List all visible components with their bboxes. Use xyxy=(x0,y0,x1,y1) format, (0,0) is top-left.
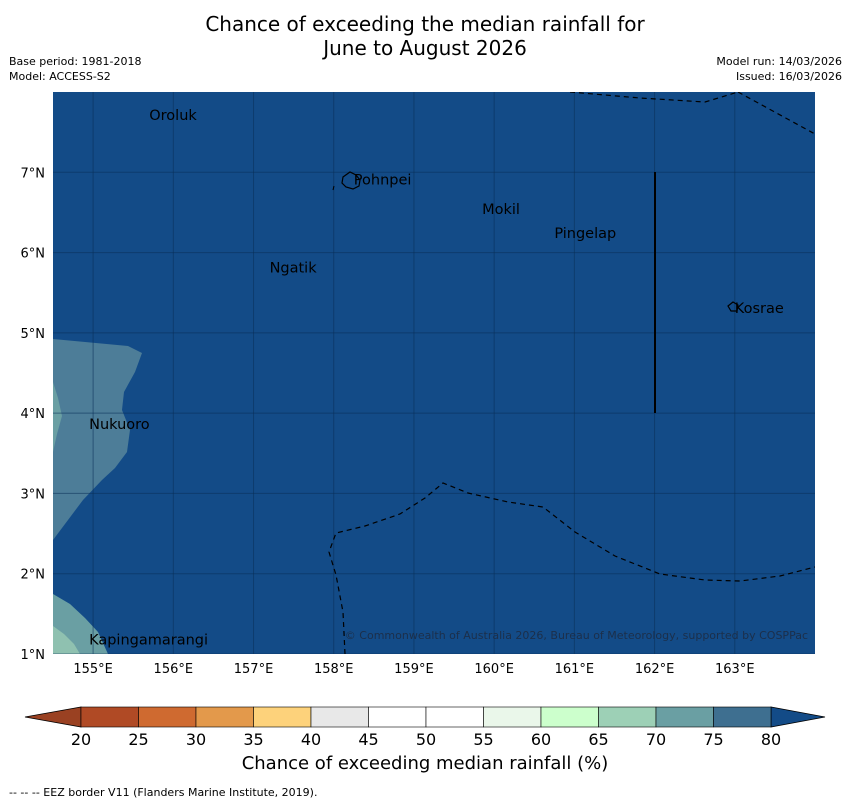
kosrae-island-outline xyxy=(727,301,739,312)
colorbar-tick-label: 35 xyxy=(243,730,263,749)
longitude-tick-label: 157°E xyxy=(234,662,274,677)
model-run-text: Model run: 14/03/2026 xyxy=(716,55,842,68)
latitude-tick-label: 5°N xyxy=(21,327,46,342)
latitude-tick-label: 7°N xyxy=(21,166,46,181)
credit-text: © Commonwealth of Australia 2026, Bureau… xyxy=(345,629,808,642)
issued-text: Issued: 16/03/2026 xyxy=(735,70,842,83)
map-title: Chance of exceeding the median rainfall … xyxy=(0,12,850,60)
colorbar-tick-label: 20 xyxy=(71,730,91,749)
colorbar-tick-label: 60 xyxy=(531,730,551,749)
colorbar-tick-label: 45 xyxy=(358,730,378,749)
latitude-tick-labels: 1°N 2°N 3°N 4°N 5°N 6°N 7°N xyxy=(21,166,46,663)
meta-right: Model run: 14/03/2026 Issued: 16/03/2026 xyxy=(716,54,842,84)
colorbar-tick-label: 25 xyxy=(128,730,148,749)
colorbar-tick-label: 70 xyxy=(646,730,666,749)
pohnpei-reef-mark xyxy=(332,185,335,191)
band-75-80-region xyxy=(53,339,142,540)
colorbar-tick-label: 80 xyxy=(761,730,781,749)
eez-border-northeast xyxy=(737,92,815,135)
place-label: Kosrae xyxy=(735,301,784,317)
band-70-75-region xyxy=(53,382,108,654)
colorbar-segment xyxy=(655,706,714,728)
title-line-2: June to August 2026 xyxy=(323,36,527,60)
longitude-tick-label: 160°E xyxy=(474,662,514,677)
place-labels: Oroluk Pohnpei Mokil Pingelap Ngatik Kosrae Nu… xyxy=(89,108,784,648)
base-period-text: Base period: 1981-2018 xyxy=(9,55,142,68)
place-label: Nukuoro xyxy=(89,417,150,433)
place-label: Pohnpei xyxy=(354,172,412,188)
title-line-1: Chance of exceeding the median rainfall … xyxy=(205,12,645,36)
longitude-tick-label: 158°E xyxy=(314,662,354,677)
colorbar-segment xyxy=(425,706,484,728)
longitude-tick-label: 159°E xyxy=(394,662,434,677)
longitude-tick-labels: 155°E 156°E 157°E 158°E 159°E 160°E 161°E 162°E… xyxy=(73,662,754,677)
place-label: Pingelap xyxy=(554,226,616,242)
map-area xyxy=(53,92,815,654)
colorbar-tick-label: 30 xyxy=(186,730,206,749)
colorbar-segment xyxy=(540,706,599,728)
longitude-tick-label: 162°E xyxy=(635,662,675,677)
longitude-tick-label: 155°E xyxy=(73,662,113,677)
place-label: Kapingamarangi xyxy=(89,632,208,648)
band-65-70-region xyxy=(53,626,80,654)
eez-border-north xyxy=(569,92,739,103)
latitude-tick-label: 1°N xyxy=(21,648,46,663)
longitude-tick-label: 161°E xyxy=(555,662,595,677)
colorbar-segment xyxy=(598,706,657,728)
pohnpei-island-outline xyxy=(341,171,361,190)
colorbar-under-arrow xyxy=(24,706,82,728)
colorbar-tick-label: 40 xyxy=(301,730,321,749)
latitude-tick-label: 3°N xyxy=(21,487,46,502)
colorbar-segment xyxy=(483,706,542,728)
model-text: Model: ACCESS-S2 xyxy=(9,70,111,83)
colorbar-tick-label: 75 xyxy=(703,730,723,749)
colorbar-segment xyxy=(195,706,254,728)
colorbar-segment xyxy=(253,706,312,728)
latitude-tick-label: 6°N xyxy=(21,247,46,262)
latitude-tick-label: 4°N xyxy=(21,407,46,422)
colorbar-over-arrow xyxy=(770,706,826,728)
eez-borders xyxy=(328,92,815,654)
colorbar-tick-label: 55 xyxy=(473,730,493,749)
place-label: Mokil xyxy=(482,202,520,218)
place-label: Ngatik xyxy=(270,261,318,277)
colorbar-segment xyxy=(80,706,139,728)
colorbar-tick-label: 65 xyxy=(588,730,608,749)
colorbar-tick-label: 50 xyxy=(416,730,436,749)
eez-border-south xyxy=(328,482,815,654)
colorbar: 20 25 30 35 40 45 50 55 60 65 70 75 80 xyxy=(24,706,826,749)
colorbar-segment xyxy=(368,706,427,728)
latitude-tick-label: 2°N xyxy=(21,568,46,583)
longitude-tick-label: 156°E xyxy=(154,662,194,677)
longitude-tick-label: 163°E xyxy=(715,662,755,677)
eez-footnote: -- -- -- EEZ border V11 (Flanders Marine… xyxy=(9,786,318,799)
place-label: Oroluk xyxy=(149,108,197,124)
colorbar-segment xyxy=(310,706,369,728)
graticule xyxy=(53,92,815,654)
colorbar-title: Chance of exceeding median rainfall (%) xyxy=(241,753,609,774)
colorbar-segment xyxy=(138,706,197,728)
colorbar-segment xyxy=(713,706,772,728)
meta-left: Base period: 1981-2018 Model: ACCESS-S2 xyxy=(9,54,141,84)
